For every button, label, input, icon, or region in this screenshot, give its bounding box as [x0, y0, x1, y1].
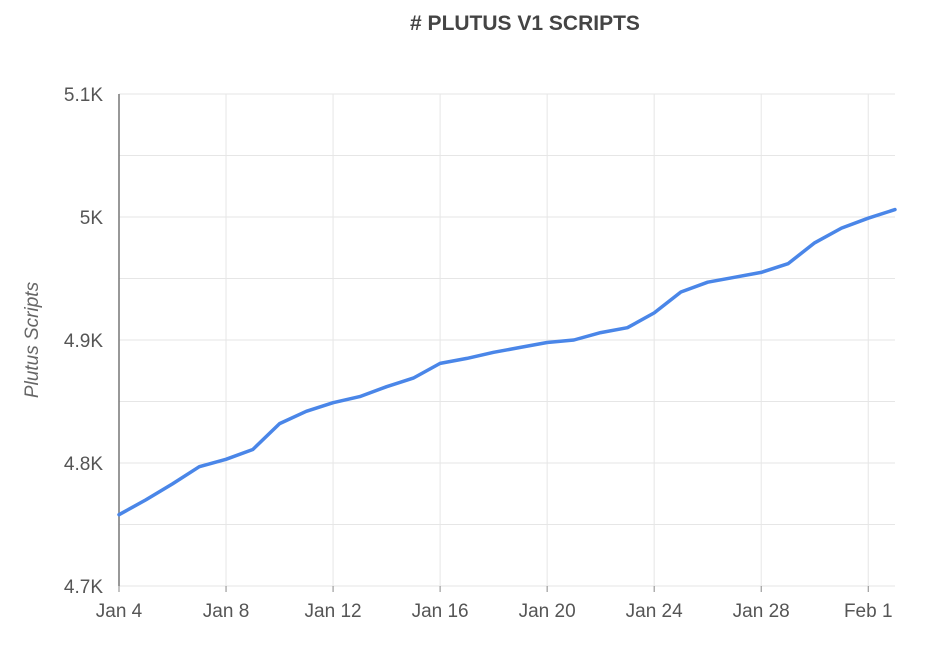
x-tick-label: Jan 8 — [203, 601, 249, 622]
y-tick-label: 4.8K — [64, 454, 103, 475]
x-tick-label: Jan 12 — [305, 601, 362, 622]
x-tick-label: Jan 4 — [96, 601, 143, 622]
x-tick-label: Jan 16 — [412, 601, 469, 622]
x-tick-label: Jan 24 — [626, 601, 683, 622]
y-axis-label: Plutus Scripts — [22, 281, 43, 398]
y-tick-label: 4.7K — [64, 577, 103, 598]
x-tick-label: Jan 28 — [733, 601, 790, 622]
y-axis-ticks: 4.7K 4.8K 4.9K 5K 5.1K — [64, 85, 103, 598]
y-tick-label: 5K — [80, 208, 104, 229]
series-line — [117, 207, 897, 517]
gridlines — [119, 93, 895, 587]
x-axis-ticks: Jan 4 Jan 8 Jan 12 Jan 16 Jan 20 Jan 24 Jan 28… — [96, 586, 893, 622]
chart-title: # PLUTUS V1 SCRIPTS — [410, 12, 640, 35]
x-tick-label: Jan 20 — [519, 601, 576, 622]
x-tick-label: Feb 1 — [844, 601, 893, 622]
y-tick-label: 5.1K — [64, 85, 103, 106]
y-tick-label: 4.9K — [64, 331, 103, 352]
series-group — [117, 207, 897, 517]
